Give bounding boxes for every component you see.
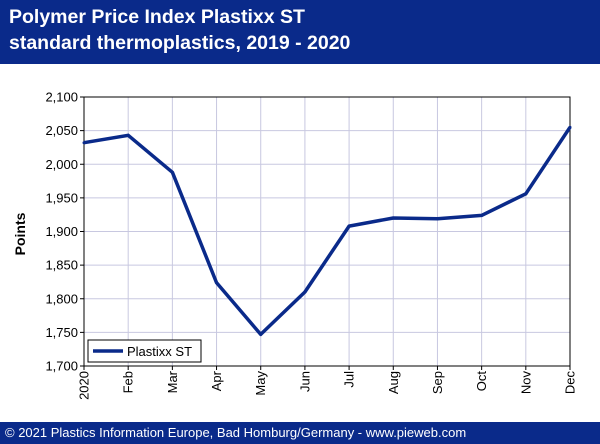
- y-axis-label: Points: [12, 212, 28, 255]
- data-point: [82, 141, 86, 145]
- x-tick-label: 2020: [77, 371, 92, 400]
- legend-label: Plastixx ST: [127, 344, 192, 359]
- series-line-plastixx-st: [83, 126, 572, 337]
- data-point: [524, 192, 528, 196]
- data-point: [303, 290, 307, 294]
- x-tick-label: Sep: [430, 371, 445, 394]
- title-banner: Polymer Price Index Plastixx ST standard…: [0, 0, 600, 64]
- copyright-text: © 2021 Plastics Information Europe, Bad …: [5, 425, 467, 440]
- y-tick-label: 2,050: [45, 123, 78, 138]
- x-tick-label: Jul: [342, 371, 357, 388]
- data-point: [480, 213, 484, 217]
- x-tick-label: May: [253, 371, 268, 396]
- data-point: [391, 216, 395, 220]
- data-point: [126, 133, 130, 137]
- x-tick-label: Oct: [474, 371, 489, 392]
- x-axis-ticks: 2020 Feb Mar Apr May Jun Jul Aug Sep Oct Nov Dec: [77, 366, 578, 400]
- x-tick-label: Apr: [209, 370, 224, 391]
- y-tick-label: 1,900: [45, 224, 78, 239]
- data-point: [435, 217, 439, 221]
- data-point: [170, 170, 174, 174]
- data-point: [259, 332, 263, 336]
- footer-banner: © 2021 Plastics Information Europe, Bad …: [0, 422, 600, 444]
- x-tick-label: Jun: [297, 371, 312, 392]
- line-chart: 1,700 1,750 1,800 1,850 1,900 1,950 2,000 2,050…: [12, 90, 578, 400]
- y-tick-label: 2,000: [45, 157, 78, 172]
- y-tick-label: 1,700: [45, 359, 78, 374]
- y-axis-ticks: 1,700 1,750 1,800 1,850 1,900 1,950 2,000 2,050…: [45, 90, 84, 374]
- x-tick-label: Nov: [518, 371, 533, 395]
- x-tick-label: Feb: [121, 371, 136, 393]
- x-tick-label: Mar: [165, 370, 180, 393]
- y-tick-label: 2,100: [45, 90, 78, 105]
- data-point: [568, 125, 572, 129]
- legend: Plastixx ST: [87, 339, 202, 363]
- y-tick-label: 1,850: [45, 258, 78, 273]
- y-tick-label: 1,800: [45, 291, 78, 306]
- y-tick-label: 1,750: [45, 325, 78, 340]
- data-point: [347, 224, 351, 228]
- y-tick-label: 1,950: [45, 190, 78, 205]
- chart-title-line1: Polymer Price Index Plastixx ST: [9, 6, 305, 28]
- chart-title-line2: standard thermoplastics, 2019 - 2020: [9, 32, 351, 54]
- data-point: [215, 281, 219, 285]
- legend-box: [87, 339, 202, 363]
- x-tick-label: Dec: [563, 371, 578, 395]
- x-tick-label: Aug: [386, 371, 401, 394]
